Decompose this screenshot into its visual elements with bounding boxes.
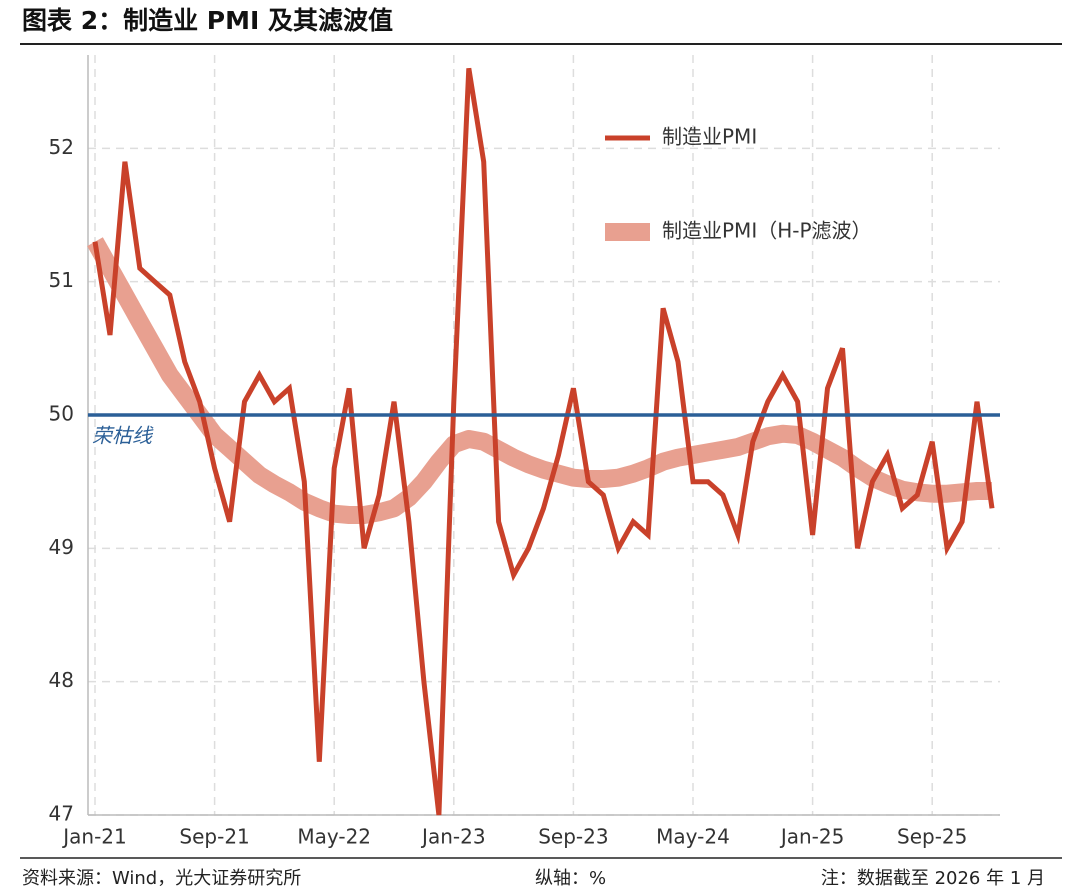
y-tick-label: 51	[49, 268, 74, 292]
y-tick-label: 48	[49, 668, 74, 692]
legend-label: 制造业PMI	[662, 125, 757, 149]
y-tick-label: 49	[49, 535, 74, 559]
x-tick-label: Sep-21	[179, 825, 249, 849]
x-tick-label: Jan-25	[779, 825, 845, 849]
y-tick-label: 50	[49, 402, 74, 426]
axis-note: 纵轴：%	[535, 868, 606, 889]
reference-label: 荣枯线	[92, 424, 154, 448]
note: 注：数据截至 2026 年 1 月	[821, 868, 1045, 889]
x-tick-label: Sep-23	[538, 825, 608, 849]
legend-label: 制造业PMI（H-P滤波）	[662, 219, 872, 243]
x-tick-label: May-24	[656, 825, 730, 849]
source: 资料来源：Wind，光大证券研究所	[22, 868, 301, 889]
x-tick-label: May-22	[297, 825, 371, 849]
x-tick-label: Jan-23	[420, 825, 486, 849]
chart-title: 图表 2：制造业 PMI 及其滤波值	[22, 6, 393, 35]
x-tick-label: Jan-21	[61, 825, 127, 849]
x-tick-label: Sep-25	[897, 825, 967, 849]
y-tick-label: 52	[49, 135, 74, 159]
series-line	[92, 67, 995, 816]
y-tick-label: 47	[49, 802, 74, 826]
series-line	[87, 237, 992, 524]
